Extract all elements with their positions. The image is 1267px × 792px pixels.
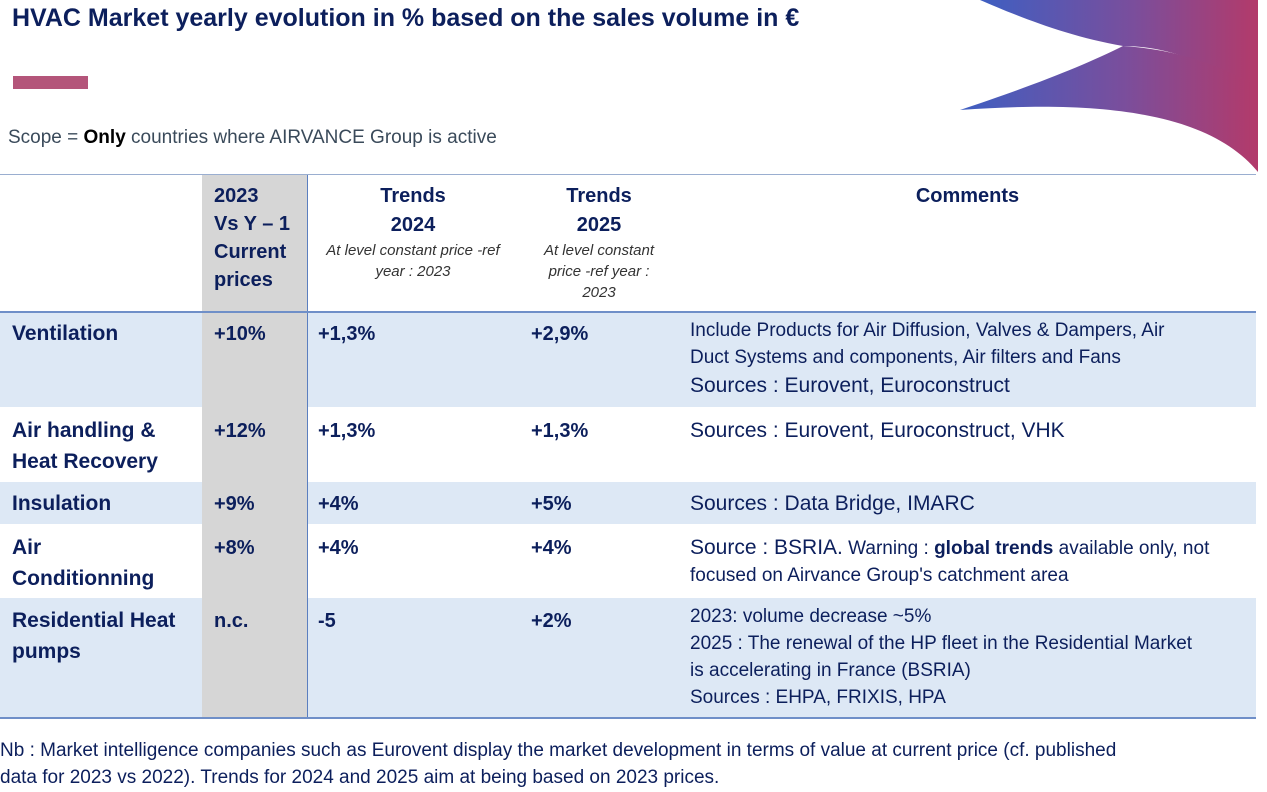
- header-trends-note: At level constant price -ref: [326, 242, 500, 259]
- value-2023-insulation: +9%: [214, 493, 255, 515]
- scope-suffix: countries where AIRVANCE Group is active: [125, 127, 497, 148]
- comment-line: Duct Systems and components, Air filters…: [690, 347, 1121, 368]
- header-trends-note: At level constant: [543, 242, 655, 259]
- header-comments: Comments: [915, 185, 1020, 207]
- table-bottom-rule: [0, 717, 1256, 719]
- comment-air-handling: Sources : Eurovent, Euroconstruct, VHK: [690, 419, 1065, 442]
- trend-2024-air-conditioning: +4%: [318, 537, 359, 559]
- airvance-logo-graphic: [960, 0, 1258, 172]
- trend-2024-air-handling: +1,3%: [318, 420, 376, 442]
- row-label-line: pumps: [12, 640, 81, 663]
- header-bottom-rule: [0, 311, 1256, 313]
- header-trends-note: price -ref year :: [548, 263, 650, 280]
- footnote-line: Nb : Market intelligence companies such …: [0, 740, 1117, 761]
- row-label-ventilation: Ventilation: [12, 318, 197, 349]
- trend-2025-insulation: +5%: [531, 493, 572, 515]
- comment-insulation: Sources : Data Bridge, IMARC: [690, 492, 975, 515]
- comment-line: focused on Airvance Group's catchment ar…: [690, 565, 1069, 586]
- header-trends-2024: Trends 2024 At level constant price -ref…: [312, 182, 514, 282]
- comment-line: is accelerating in France (BSRIA): [690, 660, 971, 681]
- column-divider: [307, 175, 308, 718]
- footnote: Nb : Market intelligence companies such …: [0, 737, 1240, 791]
- comment-heat-pumps: 2023: volume decrease ~5% 2025 : The ren…: [690, 603, 1255, 711]
- row-label-heat-pumps: Residential Heat pumps: [12, 605, 202, 667]
- comment-line: Source : BSRIA. Warning : global trends …: [690, 533, 1255, 562]
- value-2023-ventilation: +10%: [214, 323, 266, 345]
- header-col2-line: Vs Y – 1: [214, 213, 290, 235]
- header-col2-line: prices: [214, 269, 273, 291]
- header-trends-year: 2024: [390, 214, 436, 236]
- header-2023-vs-y-1: 2023 Vs Y – 1 Current prices: [214, 182, 306, 294]
- header-trends-note: year : 2023: [375, 263, 451, 280]
- comment-ventilation: Include Products for Air Diffusion, Valv…: [690, 317, 1255, 400]
- comment-warning-prefix: Warning :: [842, 538, 935, 559]
- header-trends-label: Trends: [380, 185, 446, 207]
- comment-line: 2023: volume decrease ~5%: [690, 606, 932, 627]
- trend-2024-ventilation: +1,3%: [318, 323, 376, 345]
- header-trends-label: Trends: [566, 185, 632, 207]
- footnote-line: data for 2023 vs 2022). Trends for 2024 …: [0, 767, 720, 788]
- row-label-line: Ventilation: [12, 322, 119, 345]
- trend-2025-ventilation: +2,9%: [531, 323, 589, 345]
- comment-line: Include Products for Air Diffusion, Valv…: [690, 320, 1165, 341]
- comment-air-conditioning: Source : BSRIA. Warning : global trends …: [690, 533, 1255, 589]
- header-col2-line: 2023: [214, 185, 259, 207]
- row-label-air-conditioning: Air Conditionning: [12, 532, 197, 594]
- scope-emphasis: Only: [83, 127, 126, 148]
- header-trends-year: 2025: [576, 214, 622, 236]
- comment-line: Sources : EHPA, FRIXIS, HPA: [690, 687, 946, 708]
- comment-line: 2025 : The renewal of the HP fleet in th…: [690, 633, 1193, 654]
- row-label-insulation: Insulation: [12, 488, 197, 519]
- accent-bar: [13, 76, 88, 89]
- page-title: HVAC Market yearly evolution in % based …: [12, 4, 800, 32]
- row-label-air-handling: Air handling & Heat Recovery: [12, 415, 197, 477]
- row-label-line: Residential Heat: [12, 609, 176, 632]
- row-label-line: Heat Recovery: [12, 450, 158, 473]
- comment-warning-rest: available only, not: [1053, 538, 1210, 559]
- row-label-line: Air handling &: [12, 419, 156, 442]
- scope-statement: Scope = Only countries where AIRVANCE Gr…: [8, 127, 497, 149]
- trend-2025-air-handling: +1,3%: [531, 420, 589, 442]
- trend-2024-heat-pumps: -5: [318, 610, 336, 632]
- comment-warning-bold: global trends: [934, 538, 1054, 559]
- value-2023-air-handling: +12%: [214, 420, 266, 442]
- trend-2024-insulation: +4%: [318, 493, 359, 515]
- header-trends-note: 2023: [582, 284, 616, 301]
- column-2023-highlight: [202, 175, 307, 718]
- table-top-rule: [0, 174, 1256, 175]
- header-trends-2025: Trends 2025 At level constant price -ref…: [528, 182, 670, 303]
- row-label-line: Insulation: [12, 492, 112, 515]
- scope-prefix: Scope =: [8, 127, 84, 148]
- row-label-line: Air: [12, 536, 42, 559]
- row-label-line: Conditionning: [12, 567, 155, 590]
- trend-2025-air-conditioning: +4%: [531, 537, 572, 559]
- trend-2025-heat-pumps: +2%: [531, 610, 572, 632]
- value-2023-air-conditioning: +8%: [214, 537, 255, 559]
- comment-source: Source : BSRIA.: [690, 536, 843, 559]
- value-2023-heat-pumps: n.c.: [214, 610, 249, 632]
- header-col2-line: Current: [214, 241, 287, 263]
- comment-sources: Sources : Eurovent, Euroconstruct: [690, 374, 1010, 397]
